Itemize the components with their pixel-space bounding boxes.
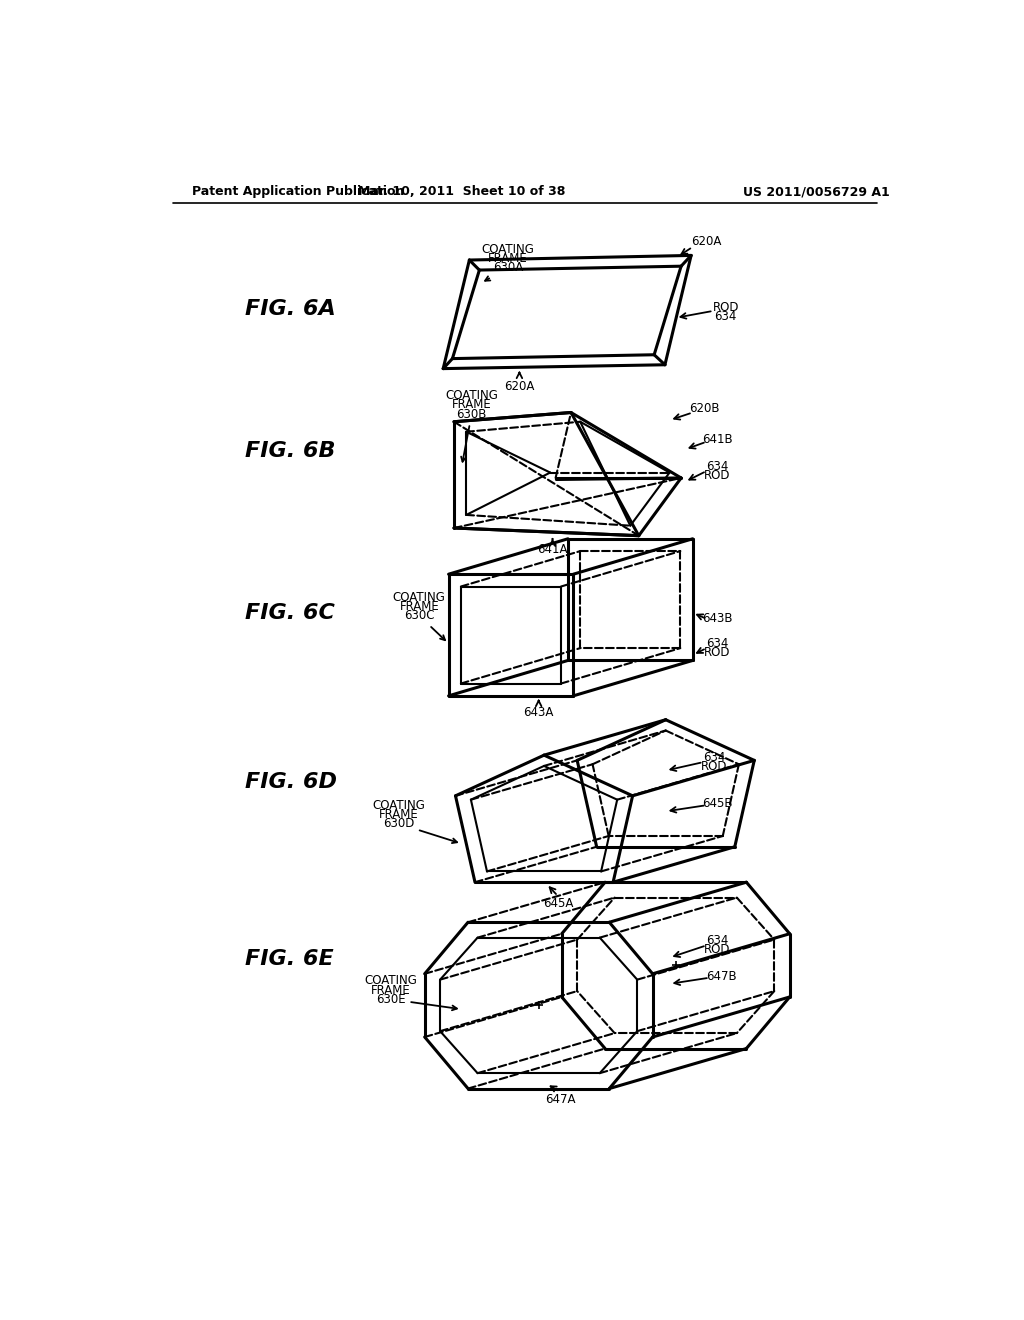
- Text: 641B: 641B: [702, 433, 732, 446]
- Text: FIG. 6D: FIG. 6D: [245, 772, 337, 792]
- Text: COATING: COATING: [445, 389, 498, 403]
- Text: 630E: 630E: [376, 993, 457, 1010]
- Text: 643B: 643B: [702, 612, 732, 626]
- Text: 620A: 620A: [691, 235, 722, 248]
- Text: FIG. 6B: FIG. 6B: [245, 441, 335, 461]
- Text: 630C: 630C: [404, 610, 445, 640]
- Text: 634: 634: [703, 751, 725, 764]
- Text: 634: 634: [707, 935, 728, 948]
- Text: 647A: 647A: [545, 1093, 575, 1106]
- Text: 641A: 641A: [538, 543, 567, 556]
- Text: ROD: ROD: [713, 301, 739, 314]
- Text: FRAME: FRAME: [371, 983, 411, 997]
- Text: US 2011/0056729 A1: US 2011/0056729 A1: [742, 185, 890, 198]
- Text: FRAME: FRAME: [399, 601, 439, 612]
- Text: 647B: 647B: [707, 970, 737, 982]
- Text: FRAME: FRAME: [379, 808, 419, 821]
- Text: FIG. 6A: FIG. 6A: [245, 298, 335, 318]
- Text: ROD: ROD: [705, 944, 730, 957]
- Text: FRAME: FRAME: [452, 399, 492, 412]
- Text: 630A: 630A: [485, 261, 523, 281]
- Text: COATING: COATING: [365, 974, 417, 987]
- Text: FRAME: FRAME: [488, 252, 527, 265]
- Text: 634: 634: [715, 310, 737, 323]
- Text: COATING: COATING: [372, 799, 425, 812]
- Text: FIG. 6E: FIG. 6E: [245, 949, 333, 969]
- Text: 630D: 630D: [383, 817, 457, 843]
- Text: 620A: 620A: [504, 380, 535, 393]
- Text: 620B: 620B: [689, 403, 720, 416]
- Text: COATING: COATING: [481, 243, 535, 256]
- Text: 634: 634: [707, 638, 728, 649]
- Text: COATING: COATING: [393, 591, 445, 603]
- Text: Mar. 10, 2011  Sheet 10 of 38: Mar. 10, 2011 Sheet 10 of 38: [358, 185, 565, 198]
- Text: Patent Application Publication: Patent Application Publication: [193, 185, 404, 198]
- Text: 634: 634: [707, 459, 728, 473]
- Text: 645B: 645B: [702, 797, 732, 810]
- Text: ROD: ROD: [705, 647, 730, 659]
- Text: ROD: ROD: [705, 469, 730, 482]
- Text: FIG. 6C: FIG. 6C: [245, 603, 335, 623]
- Text: 645A: 645A: [543, 898, 573, 911]
- Text: ROD: ROD: [701, 760, 727, 774]
- Text: 630B: 630B: [457, 408, 486, 462]
- Text: 643A: 643A: [523, 706, 554, 719]
